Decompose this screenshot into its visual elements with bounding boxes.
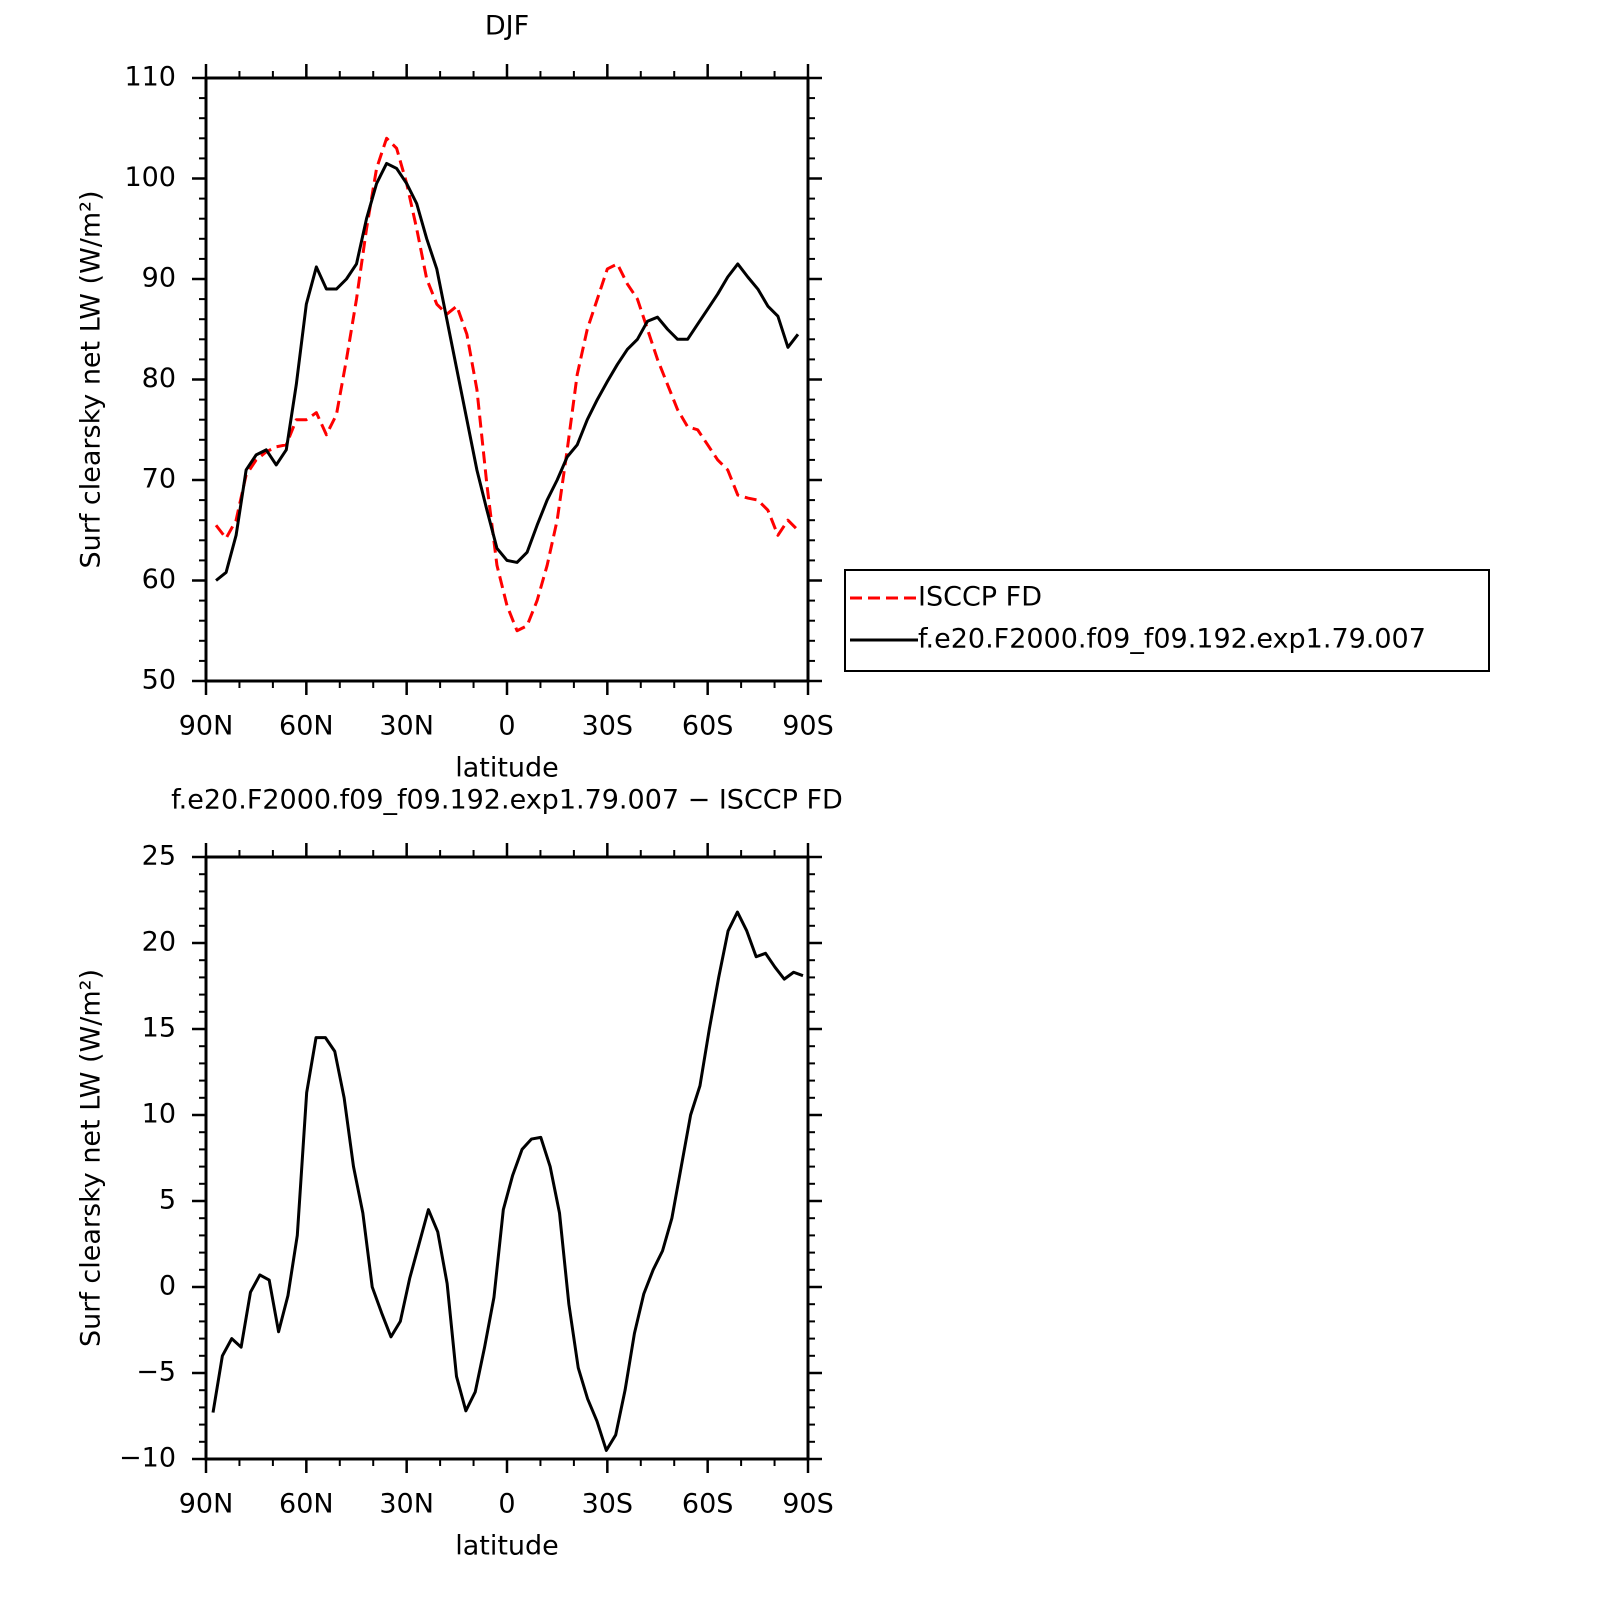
chart-title: f.e20.F2000.f09_f09.192.exp1.79.007 − IS… [171,785,843,816]
x-axis-label: latitude [455,1531,559,1562]
x-tick-label: 60N [279,711,334,742]
x-tick-label: 60N [279,1489,334,1520]
y-tick-label: −5 [136,1357,176,1388]
y-tick-label: 100 [124,162,176,193]
x-tick-label: 30S [582,711,634,742]
data-line [214,136,800,633]
x-tick-label: 60S [682,1489,734,1520]
chart-title: DJF [485,11,529,42]
y-tick-label: 10 [142,1099,176,1130]
y-tick-label: 60 [142,564,176,595]
legend-label: ISCCP FD [918,582,1042,613]
y-tick-label: 5 [159,1185,176,1216]
x-tick-label: 30S [582,1489,634,1520]
plot-frame [204,76,810,683]
legend-box [844,569,1490,672]
y-tick-label: 20 [142,927,176,958]
x-axis-label: latitude [455,753,559,784]
y-tick-label: 70 [142,464,176,495]
plot-frame [204,855,810,1461]
x-tick-label: 30N [379,1489,434,1520]
y-tick-label: 25 [142,841,176,872]
y-tick-label: 0 [159,1271,176,1302]
x-tick-label: 0 [498,711,515,742]
x-tick-label: 90N [179,1489,234,1520]
y-tick-label: 90 [142,263,176,294]
y-tick-label: −10 [119,1443,176,1474]
y-axis-label: Surf clearsky net LW (W/m²) [76,190,107,568]
x-tick-label: 90S [782,711,834,742]
data-line [215,161,800,582]
y-tick-label: 80 [142,363,176,394]
y-tick-label: 15 [142,1013,176,1044]
x-tick-label: 90N [179,711,234,742]
legend-label: f.e20.F2000.f09_f09.192.exp1.79.007 [918,624,1426,655]
data-line [211,910,804,1452]
y-tick-label: 110 [124,62,176,93]
x-tick-label: 60S [682,711,734,742]
y-tick-label: 50 [142,665,176,696]
x-tick-label: 0 [498,1489,515,1520]
x-tick-label: 90S [782,1489,834,1520]
y-axis-label: Surf clearsky net LW (W/m²) [76,969,107,1347]
x-tick-label: 30N [379,711,434,742]
